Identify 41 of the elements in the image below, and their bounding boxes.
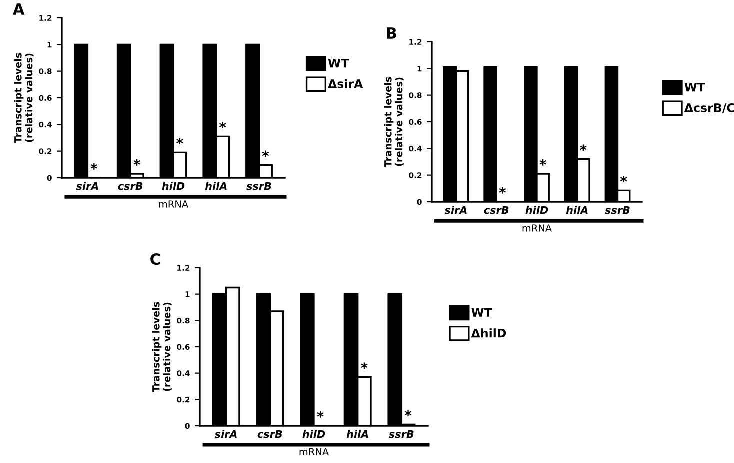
y-axis-title: Transcript levels (relative values) bbox=[14, 53, 34, 144]
x-tick-label: sirA bbox=[444, 206, 467, 214]
x-tick-label: csrB bbox=[118, 182, 143, 190]
chart-title: A bbox=[13, 4, 25, 15]
legend-label: WT bbox=[684, 82, 706, 92]
annotation: * bbox=[540, 159, 546, 166]
annotation: * bbox=[176, 138, 184, 145]
x-tick-label: ssrB bbox=[389, 430, 414, 438]
annotation: * bbox=[219, 122, 226, 129]
annotation: * bbox=[317, 411, 324, 418]
x-tick-label: hilD bbox=[526, 206, 548, 214]
chart-title: C bbox=[150, 253, 160, 266]
x-axis-title: mRNA bbox=[300, 448, 329, 456]
legend-label: ΔsirA bbox=[328, 79, 364, 88]
y-axis-title: Transcript levels (relative values) bbox=[384, 77, 404, 168]
x-tick-label: ssrB bbox=[605, 206, 630, 214]
annotation: * bbox=[361, 362, 368, 370]
annotation: * bbox=[262, 150, 270, 158]
x-tick-label: csrB bbox=[258, 430, 282, 438]
annotation: * bbox=[499, 187, 506, 194]
x-tick-label: hilD bbox=[302, 430, 326, 438]
x-axis-title: mRNA bbox=[522, 224, 552, 232]
x-tick-label: hilD bbox=[162, 182, 185, 190]
annotation: * bbox=[90, 163, 98, 170]
x-tick-label: sirA bbox=[214, 430, 237, 438]
x-tick-label: hilA bbox=[346, 430, 368, 438]
chart-title: B bbox=[387, 28, 396, 39]
x-tick-label: hilA bbox=[205, 182, 227, 190]
x-tick-label: csrB bbox=[484, 206, 509, 214]
legend-label: WT bbox=[472, 308, 492, 317]
x-tick-label: hilA bbox=[566, 206, 588, 214]
legend-label: WT bbox=[328, 58, 350, 68]
x-axis-title: mRNA bbox=[159, 200, 188, 208]
annotation: * bbox=[134, 159, 140, 166]
x-tick-label: ssrB bbox=[246, 182, 272, 190]
annotation: * bbox=[404, 410, 412, 417]
x-tick-label: sirA bbox=[76, 182, 98, 190]
annotation: * bbox=[580, 144, 587, 152]
y-axis-title: Transcript levels (relative values) bbox=[152, 302, 172, 392]
legend-label: ΔhilD bbox=[471, 328, 506, 338]
annotation: * bbox=[620, 176, 628, 183]
